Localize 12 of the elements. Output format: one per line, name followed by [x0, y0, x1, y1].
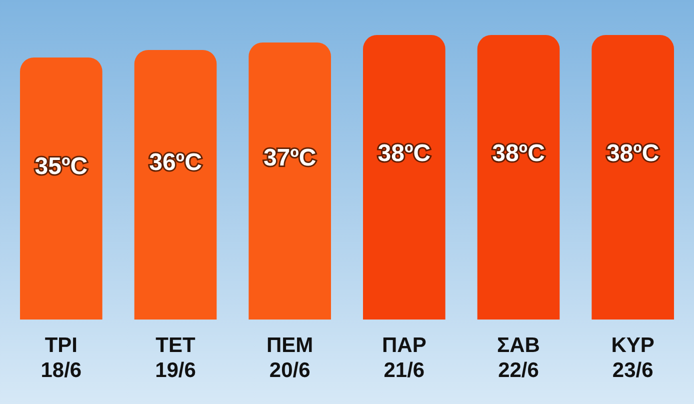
x-tick-label: ΠΑΡ 21/6 [382, 334, 426, 382]
x-tick-label: ΣΑΒ 22/6 [497, 334, 540, 382]
data-label: 36ºC [149, 148, 202, 176]
data-label: 38ºC [378, 140, 431, 168]
data-label: 37ºC [263, 144, 316, 172]
x-tick-label: ΤΡΙ 18/6 [40, 334, 82, 382]
data-label: 38ºC [606, 140, 660, 168]
x-tick-label: ΤΕΤ 19/6 [155, 334, 196, 382]
data-label: 35ºC [34, 153, 88, 180]
x-tick-label: ΚΥΡ 23/6 [611, 334, 654, 382]
data-label: 38ºC [492, 140, 545, 168]
x-tick-label: ΠΕΜ 20/6 [266, 334, 314, 382]
